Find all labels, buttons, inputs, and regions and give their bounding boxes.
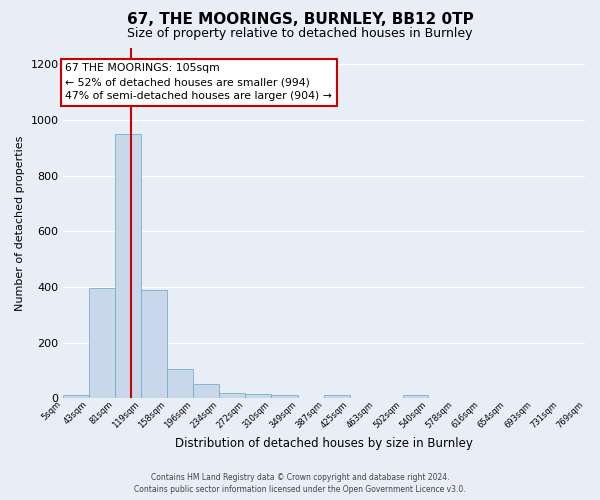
Bar xyxy=(403,396,428,398)
Bar xyxy=(63,396,89,398)
Bar xyxy=(167,369,193,398)
Y-axis label: Number of detached properties: Number of detached properties xyxy=(15,135,25,310)
Bar xyxy=(115,134,141,398)
Bar xyxy=(141,290,167,399)
Bar xyxy=(271,396,298,398)
Bar xyxy=(193,384,220,398)
Text: 67 THE MOORINGS: 105sqm
← 52% of detached houses are smaller (994)
47% of semi-d: 67 THE MOORINGS: 105sqm ← 52% of detache… xyxy=(65,64,332,102)
Text: 67, THE MOORINGS, BURNLEY, BB12 0TP: 67, THE MOORINGS, BURNLEY, BB12 0TP xyxy=(127,12,473,28)
Bar xyxy=(89,288,115,399)
Bar xyxy=(324,396,350,398)
X-axis label: Distribution of detached houses by size in Burnley: Distribution of detached houses by size … xyxy=(175,437,473,450)
Text: Contains HM Land Registry data © Crown copyright and database right 2024.
Contai: Contains HM Land Registry data © Crown c… xyxy=(134,472,466,494)
Text: Size of property relative to detached houses in Burnley: Size of property relative to detached ho… xyxy=(127,28,473,40)
Bar xyxy=(245,394,271,398)
Bar xyxy=(220,392,245,398)
